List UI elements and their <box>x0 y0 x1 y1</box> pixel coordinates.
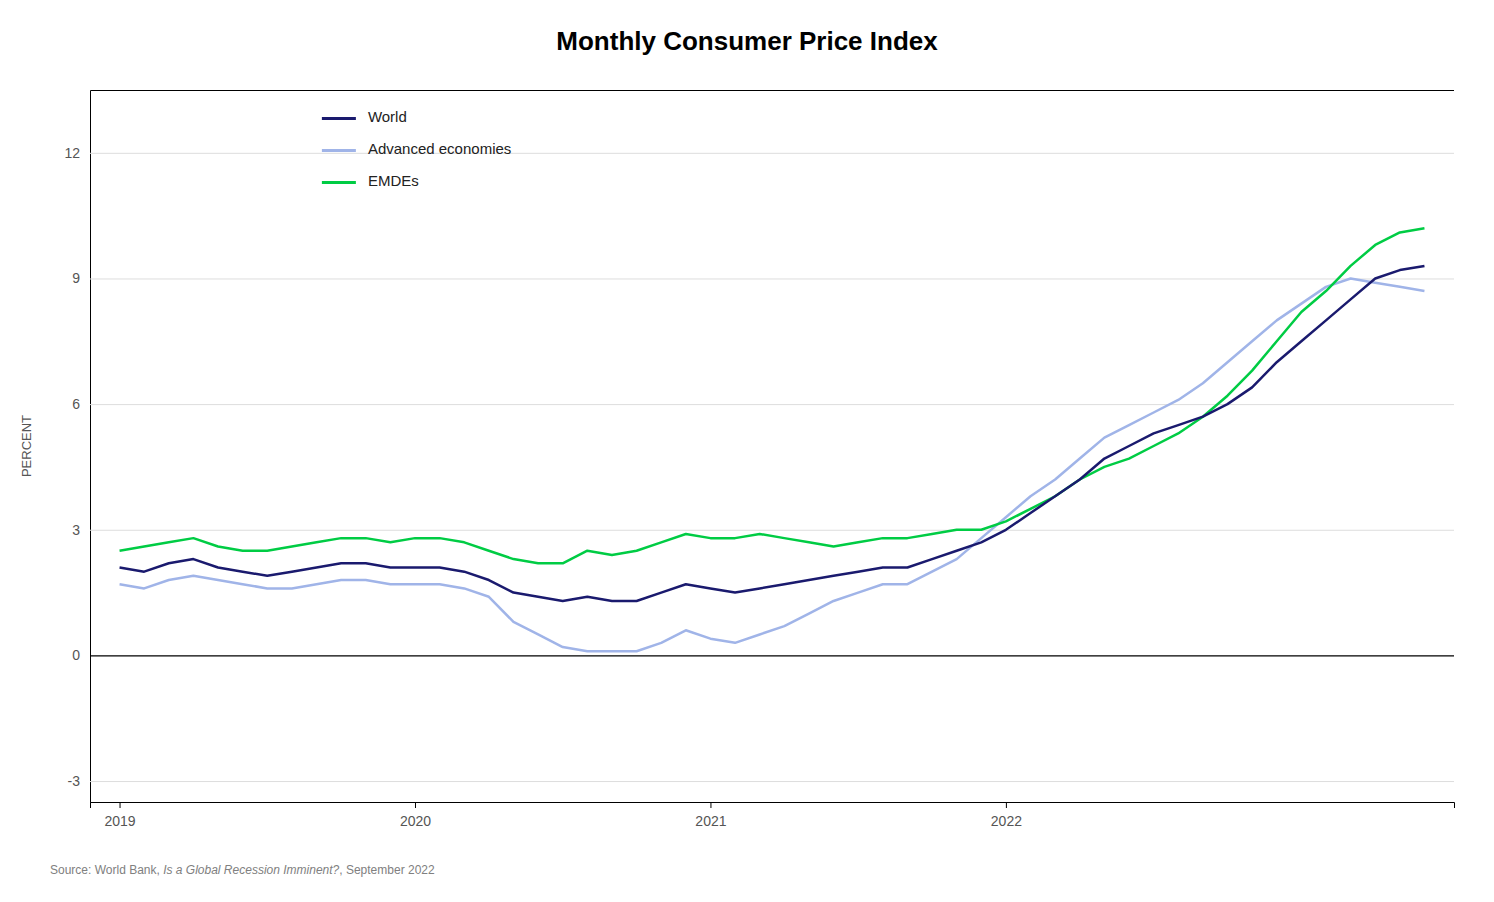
source-part: , September 2022 <box>339 863 435 877</box>
y-axis-title: PERCENT <box>19 415 34 477</box>
title: Monthly Consumer Price Index <box>556 26 938 56</box>
tick-line <box>415 802 416 808</box>
grid-line <box>90 530 1454 531</box>
legend-item: Advanced economies <box>322 140 511 157</box>
x-axis-line <box>91 803 1455 809</box>
y-tick-label: -3 <box>68 773 81 789</box>
y-tick: 0 <box>72 647 1454 663</box>
chart: -3 0 3 6 9 12 2019 2020 2021 2022 Monthly Consumer… <box>0 0 1494 902</box>
grid-line <box>90 153 1454 154</box>
x-tick-label: 2020 <box>400 813 431 829</box>
grid-line <box>90 655 1454 656</box>
x-tick: 2019 <box>104 802 135 829</box>
series-line <box>120 278 1425 651</box>
legend-swatch <box>322 181 356 184</box>
source-part: Source: World Bank, <box>50 863 163 877</box>
y-tick-label: 9 <box>72 270 80 286</box>
legend-swatch <box>322 149 356 152</box>
legend-label: Advanced economies <box>368 140 511 157</box>
y-axis-line <box>91 91 1455 803</box>
legend-label: EMDEs <box>368 172 419 189</box>
x-tick: 2021 <box>695 802 726 829</box>
source-part: Is a Global Recession Imminent? <box>163 863 339 877</box>
x-tick: 2020 <box>400 802 431 829</box>
legend-item: EMDEs <box>322 172 419 189</box>
tick-line <box>1006 802 1007 808</box>
x-tick-label: 2021 <box>695 813 726 829</box>
legend-label: World <box>368 108 407 125</box>
grid-line <box>90 781 1454 782</box>
series-line <box>120 228 1425 563</box>
y-axis: -3 0 3 6 9 12 <box>64 91 1454 803</box>
tick-line <box>710 802 711 808</box>
lines <box>120 228 1425 651</box>
y-tick: 12 <box>64 145 1454 161</box>
y-tick: -3 <box>68 773 1454 789</box>
tick-line <box>120 802 121 808</box>
y-tick-label: 6 <box>72 396 80 412</box>
legend-swatch <box>322 117 356 120</box>
y-tick-label: 0 <box>72 647 80 663</box>
source-note: Source: World Bank, Is a Global Recessio… <box>50 863 435 877</box>
x-tick-label: 2022 <box>991 813 1022 829</box>
y-tick: 6 <box>72 396 1454 412</box>
legend-item: World <box>322 108 407 125</box>
y-tick-label: 3 <box>72 522 80 538</box>
legend: World Advanced economies EMDEs <box>322 108 511 189</box>
plot: -3 0 3 6 9 12 2019 2020 2021 2022 <box>64 91 1454 829</box>
x-axis: 2019 2020 2021 2022 <box>91 802 1455 829</box>
x-tick-label: 2019 <box>104 813 135 829</box>
x-tick: 2022 <box>991 802 1022 829</box>
series-line <box>120 266 1425 601</box>
grid-line <box>90 278 1454 279</box>
y-tick-label: 12 <box>64 145 80 161</box>
y-tick: 9 <box>72 270 1454 286</box>
grid-line <box>90 404 1454 405</box>
